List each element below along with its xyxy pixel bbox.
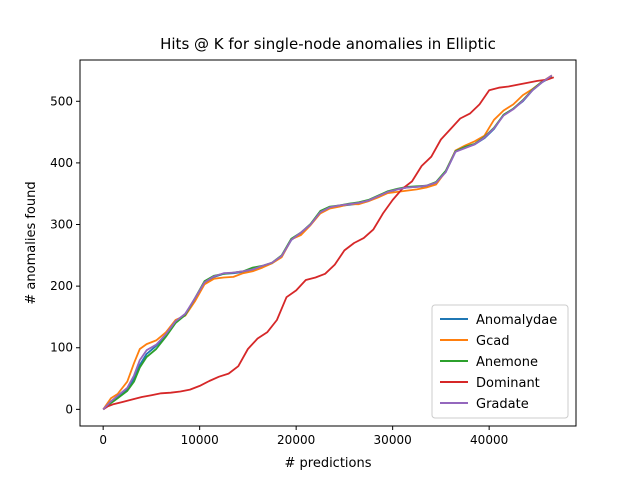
axis-ticks: 0 10000 20000 30000 40000 0 100 200 300 400 500 [50, 94, 508, 447]
series-line-dominant [102, 76, 555, 411]
y-tick-label: 400 [50, 156, 73, 170]
x-tick-label: 30000 [374, 433, 412, 447]
x-tick-label: 20000 [277, 433, 315, 447]
series-line-gradate [102, 74, 553, 411]
legend-label-anomalydae: Anomalydae [476, 313, 557, 328]
legend: Anomalydae Gcad Anemone Dominant Gradate [431, 304, 569, 419]
y-tick-label: 100 [50, 341, 73, 355]
x-tick-label: 10000 [181, 433, 219, 447]
x-tick-label: 0 [99, 433, 107, 447]
x-axis-label: # predictions [284, 456, 371, 471]
x-tick-label: 40000 [470, 433, 508, 447]
legend-label-anemone: Anemone [476, 355, 538, 370]
y-tick-label: 300 [50, 218, 73, 232]
y-axis-label: # anomalies found [24, 181, 39, 304]
plot-area [79, 59, 577, 427]
y-tick-label: 200 [50, 279, 73, 293]
plot-frame [79, 59, 577, 427]
legend-label-dominant: Dominant [476, 376, 540, 391]
chart-title: Hits @ K for single-node anomalies in El… [160, 35, 496, 53]
legend-label-gcad: Gcad [476, 334, 509, 349]
y-tick-label: 500 [50, 94, 73, 108]
legend-label-gradate: Gradate [476, 397, 529, 412]
legend-box [431, 304, 569, 419]
y-tick-label: 0 [65, 402, 73, 416]
